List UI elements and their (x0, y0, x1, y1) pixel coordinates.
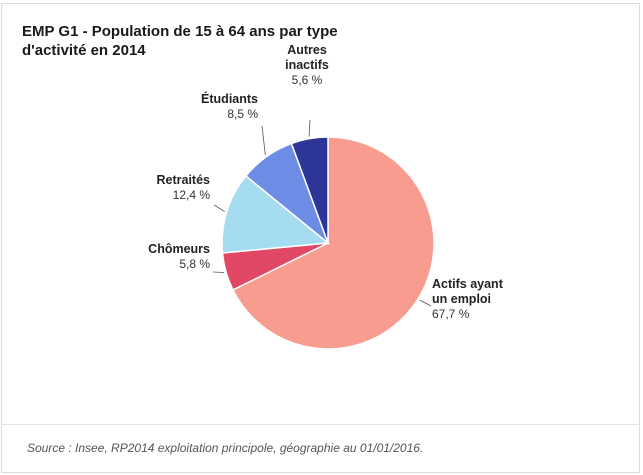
pie-slice-autres-inactifs (290, 136, 329, 244)
slice-label-actifs-ayant-un-emploi: Actifs ayant (432, 277, 504, 291)
footer-divider (1, 424, 640, 425)
pie-slice-actifs-ayant-un-emploi (231, 136, 435, 350)
slice-value-chomeurs: 5,8 % (179, 257, 210, 271)
pie-slice-retraites (221, 174, 330, 254)
slice-label-actifs-ayant-un-emploi: un emploi (432, 292, 491, 306)
leader-line-etudiants (261, 125, 266, 156)
slice-label-chomeurs: Chômeurs (148, 242, 210, 256)
slice-label-etudiants: Étudiants (201, 91, 258, 106)
slice-value-autres-inactifs: 5,6 % (292, 73, 323, 87)
slice-value-retraites: 12,4 % (173, 188, 211, 202)
leader-line-retraites (213, 204, 225, 212)
slice-label-autres-inactifs: inactifs (285, 58, 329, 72)
slice-label-autres-inactifs: Autres (287, 43, 327, 57)
slice-value-etudiants: 8,5 % (227, 107, 258, 121)
leader-line-autres-inactifs (308, 119, 311, 137)
slice-value-actifs-ayant-un-emploi: 67,7 % (432, 307, 470, 321)
leader-line-actifs-ayant-un-emploi (419, 299, 432, 307)
chart-title: EMP G1 - Population de 15 à 64 ans par t… (22, 23, 338, 59)
slice-label-retraites: Retraités (157, 173, 211, 187)
source-note: Source : Insee, RP2014 exploitation prin… (27, 441, 424, 455)
